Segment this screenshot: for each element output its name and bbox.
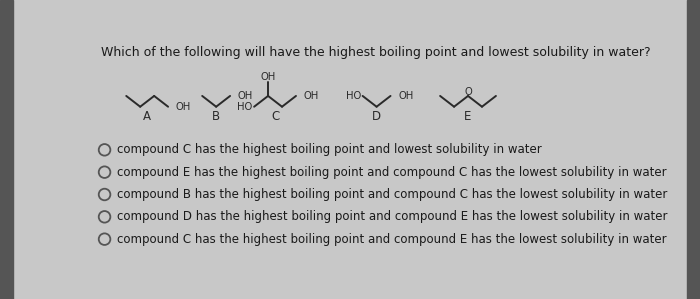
Text: B: B: [212, 110, 220, 123]
Text: OH: OH: [176, 102, 191, 112]
Text: OH: OH: [238, 91, 253, 101]
Text: C: C: [271, 110, 279, 123]
Text: compound B has the highest boiling point and compound C has the lowest solubilit: compound B has the highest boiling point…: [117, 188, 667, 201]
Text: HO: HO: [237, 102, 253, 112]
Text: compound E has the highest boiling point and compound C has the lowest solubilit: compound E has the highest boiling point…: [117, 166, 666, 179]
Text: compound C has the highest boiling point and compound E has the lowest solubilit: compound C has the highest boiling point…: [117, 233, 666, 246]
Text: D: D: [372, 110, 381, 123]
Text: OH: OH: [304, 91, 319, 101]
Text: compound D has the highest boiling point and compound E has the lowest solubilit: compound D has the highest boiling point…: [117, 210, 668, 223]
Text: HO: HO: [346, 91, 361, 101]
Text: Which of the following will have the highest boiling point and lowest solubility: Which of the following will have the hig…: [102, 46, 651, 59]
Text: A: A: [144, 110, 151, 123]
Text: compound C has the highest boiling point and lowest solubility in water: compound C has the highest boiling point…: [117, 143, 542, 156]
Text: OH: OH: [260, 72, 276, 82]
Text: E: E: [464, 110, 472, 123]
Text: O: O: [464, 88, 472, 97]
Text: OH: OH: [398, 91, 414, 101]
